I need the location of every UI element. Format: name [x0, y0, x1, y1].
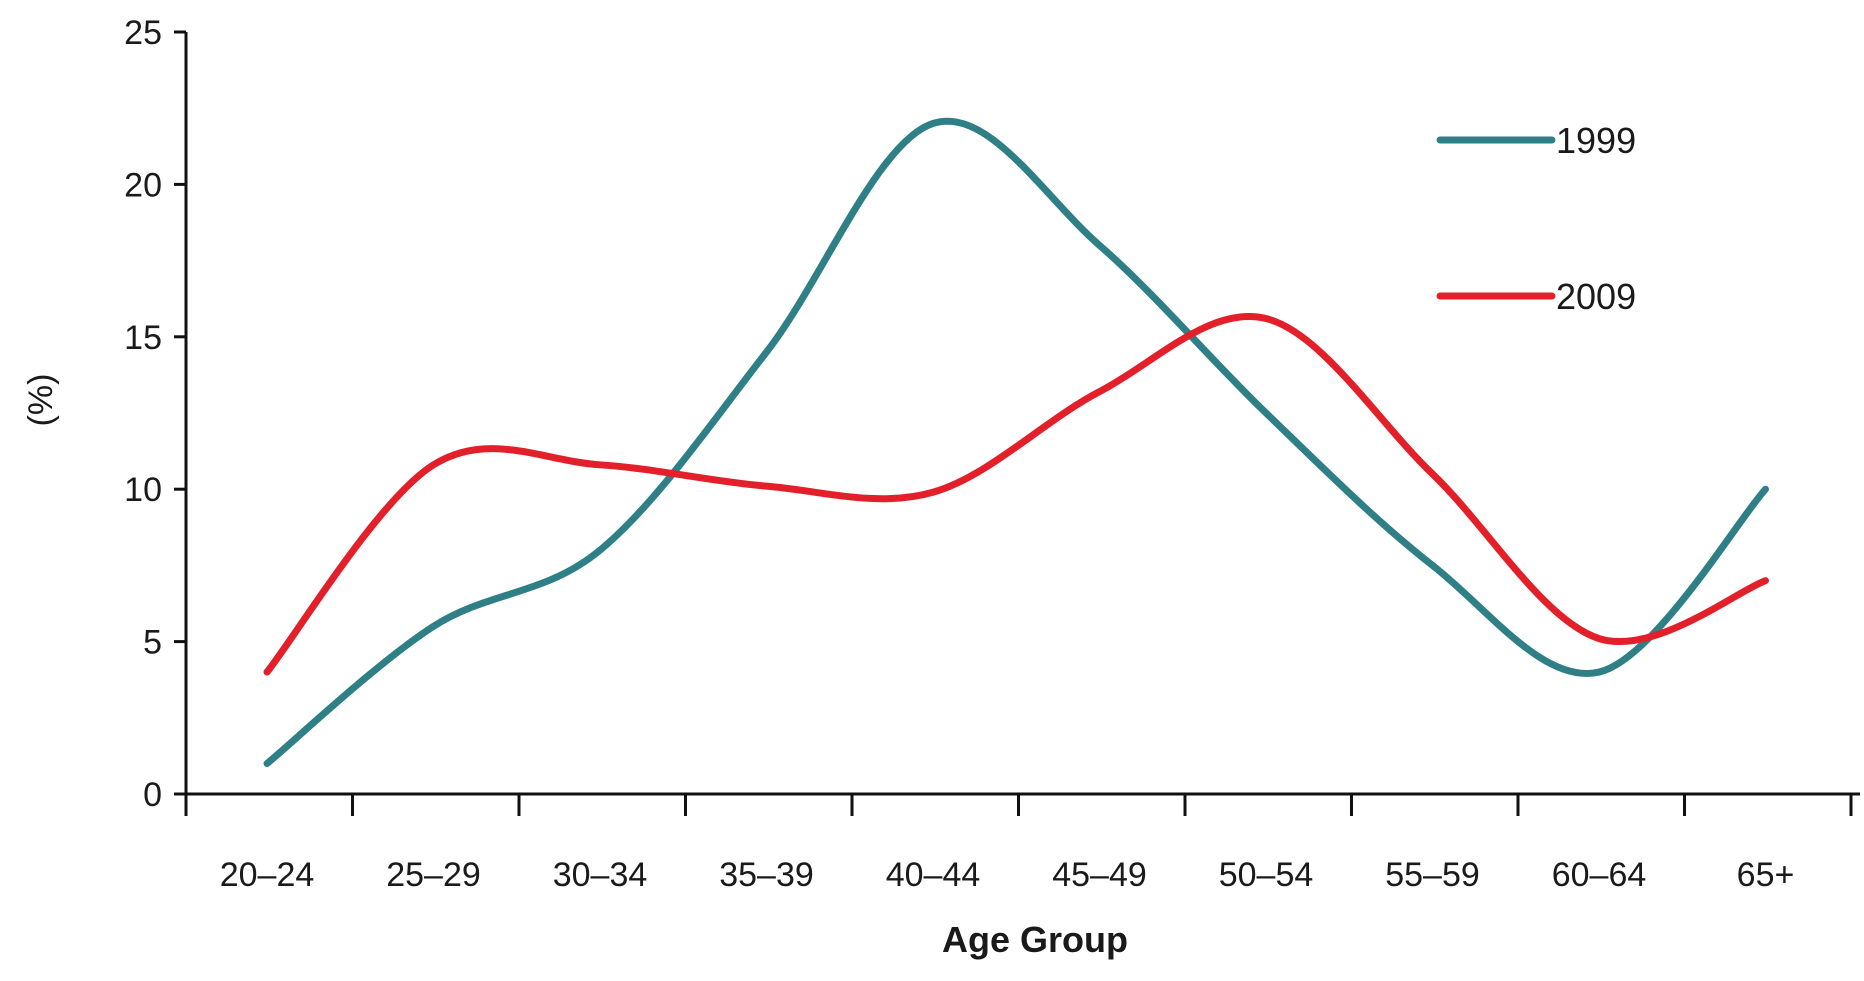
x-tick-label: 50–54 — [1219, 856, 1314, 894]
y-tick-label: 20 — [124, 166, 162, 204]
x-tick-label: 35–39 — [719, 856, 814, 894]
series-lines — [263, 117, 1769, 768]
legend: 1999 2009 — [1436, 120, 1636, 317]
y-tick-label: 5 — [143, 624, 162, 662]
x-tick-label: 45–49 — [1052, 856, 1147, 894]
y-tick-label: 25 — [124, 14, 162, 52]
axes: 0 5 10 15 20 25 20–24 25–29 30–34 35–39 40–44 45–49… — [124, 14, 1860, 894]
y-axis-title: (%) — [22, 374, 60, 427]
y-tick-label: 15 — [124, 319, 162, 357]
series-line-1999 — [263, 117, 1769, 768]
y-tick-label: 10 — [124, 471, 162, 509]
x-tick-label: 60–64 — [1552, 856, 1647, 894]
x-tick-label: 20–24 — [220, 856, 315, 894]
x-tick-label: 65+ — [1737, 856, 1795, 894]
x-tick-label: 40–44 — [886, 856, 981, 894]
legend-label-2009: 2009 — [1556, 276, 1636, 317]
legend-label-1999: 1999 — [1556, 120, 1636, 161]
x-tick-label: 30–34 — [553, 856, 648, 894]
series-line-2009 — [263, 313, 1769, 676]
x-tick-label: 25–29 — [386, 856, 481, 894]
x-tick-label: 55–59 — [1385, 856, 1480, 894]
x-axis-title: Age Group — [942, 919, 1128, 960]
y-tick-label: 0 — [143, 776, 162, 814]
